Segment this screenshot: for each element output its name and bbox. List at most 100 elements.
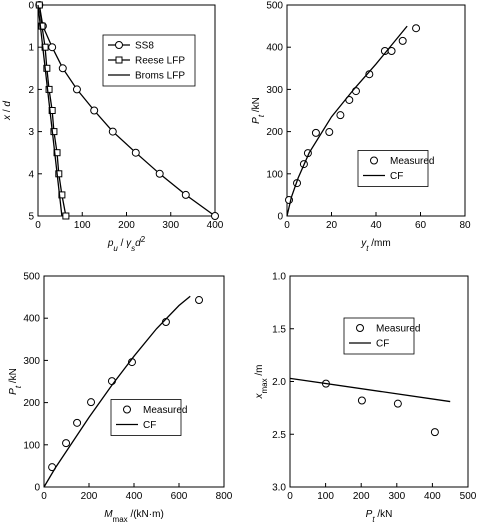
label-part: d	[2, 101, 13, 107]
x-axis-label: Pt /kN	[366, 509, 393, 524]
label-part: /	[118, 238, 126, 249]
y-axis-label: xmax /m	[254, 364, 269, 399]
label-part: t	[366, 244, 369, 253]
legend-marker	[123, 405, 131, 414]
x-tick-label: 100	[74, 220, 91, 231]
y-tick-label: 1.0	[272, 272, 286, 283]
y-tick-label: 2	[28, 85, 34, 96]
x-tick-label: 300	[388, 491, 405, 502]
point	[90, 106, 99, 115]
label-part: /	[2, 107, 13, 115]
y-axis-label: Pt /kN	[8, 368, 23, 395]
x-tick-label: 800	[216, 491, 233, 502]
point	[412, 24, 421, 33]
label-part: /m	[254, 364, 265, 378]
label-part: P	[251, 117, 262, 124]
point	[50, 128, 58, 136]
y-tick-label: 500	[23, 272, 40, 283]
y-tick-label: 300	[266, 85, 283, 96]
plot-frame	[289, 275, 469, 488]
label-part: s	[131, 244, 135, 253]
label-part: /mm	[369, 238, 391, 249]
series-line	[286, 25, 408, 217]
x-axis-label: yt /mm	[360, 238, 390, 253]
y-tick-label: 1.5	[272, 324, 286, 335]
point	[398, 36, 407, 45]
x-tick-label: 300	[162, 220, 179, 231]
series-line	[43, 295, 191, 488]
legend-label: Measured	[143, 405, 187, 416]
x-tick-label: 0	[287, 491, 293, 502]
legend-marker	[115, 41, 123, 49]
label-part: /kN	[375, 509, 393, 520]
point	[211, 212, 219, 220]
x-tick-label: 60	[415, 220, 427, 231]
label-part: d	[135, 238, 141, 249]
label-part: /kN	[8, 368, 19, 386]
point	[87, 398, 96, 407]
point	[131, 148, 140, 157]
series-line	[289, 377, 451, 403]
point	[41, 43, 49, 51]
point	[181, 190, 190, 199]
x-axis-label: Mmax /(kN·m)	[104, 509, 164, 524]
point	[357, 396, 366, 405]
y-tick-label: 3	[28, 127, 34, 138]
point	[351, 87, 360, 96]
legend-marker	[370, 156, 378, 165]
label-part: 2	[141, 235, 146, 244]
y-tick-label: 400	[266, 43, 283, 54]
legend-label: Measured	[376, 324, 420, 335]
point	[62, 212, 70, 220]
x-tick-label: 400	[207, 220, 224, 231]
label-part: /(kN·m)	[128, 509, 164, 520]
y-tick-label: 200	[266, 127, 283, 138]
x-tick-label: 200	[353, 491, 370, 502]
label-part: max	[260, 378, 269, 393]
y-tick-label: 0	[277, 212, 283, 223]
point	[55, 170, 63, 178]
x-tick-label: 0	[35, 220, 41, 231]
point	[393, 399, 402, 408]
legend-label: Measured	[390, 156, 434, 167]
label-part: p	[107, 238, 114, 249]
legend-label: Reese LFP	[135, 56, 185, 67]
point	[195, 296, 204, 305]
y-tick-label: 5	[28, 212, 34, 223]
y-axis-label: x / d	[2, 101, 13, 121]
label-part: x	[2, 114, 13, 121]
x-tick-label: 80	[459, 220, 471, 231]
x-tick-label: 600	[171, 491, 188, 502]
label-part: /kN	[251, 97, 262, 115]
point	[155, 169, 164, 178]
label-part: P	[8, 388, 19, 395]
label-part: max	[113, 515, 128, 524]
y-tick-label: 4	[28, 169, 34, 180]
legend-marker	[356, 324, 364, 332]
legend-label: CF	[390, 171, 403, 182]
legend-box	[357, 150, 429, 187]
legend-label: SS8	[135, 41, 154, 52]
legend-box	[110, 399, 182, 436]
y-tick-label: 100	[23, 440, 40, 451]
point	[35, 1, 43, 9]
label-part: P	[366, 509, 373, 520]
y-tick-label: 100	[266, 169, 283, 180]
point	[58, 64, 67, 73]
label-part: M	[104, 509, 113, 520]
y-tick-label: 300	[23, 356, 40, 367]
point	[311, 128, 320, 137]
label-part: t	[372, 515, 375, 524]
x-tick-label: 200	[81, 491, 98, 502]
y-tick-label: 200	[23, 398, 40, 409]
x-tick-label: 0	[41, 491, 47, 502]
point	[53, 149, 61, 157]
y-tick-label: 3.0	[272, 483, 286, 494]
series-line	[37, 4, 63, 217]
point	[43, 64, 51, 72]
label-part: t	[257, 114, 266, 117]
legend-label: Broms LFP	[135, 71, 185, 82]
point	[108, 127, 117, 136]
y-tick-label: 500	[266, 1, 283, 12]
y-tick-label: 0	[28, 1, 34, 12]
